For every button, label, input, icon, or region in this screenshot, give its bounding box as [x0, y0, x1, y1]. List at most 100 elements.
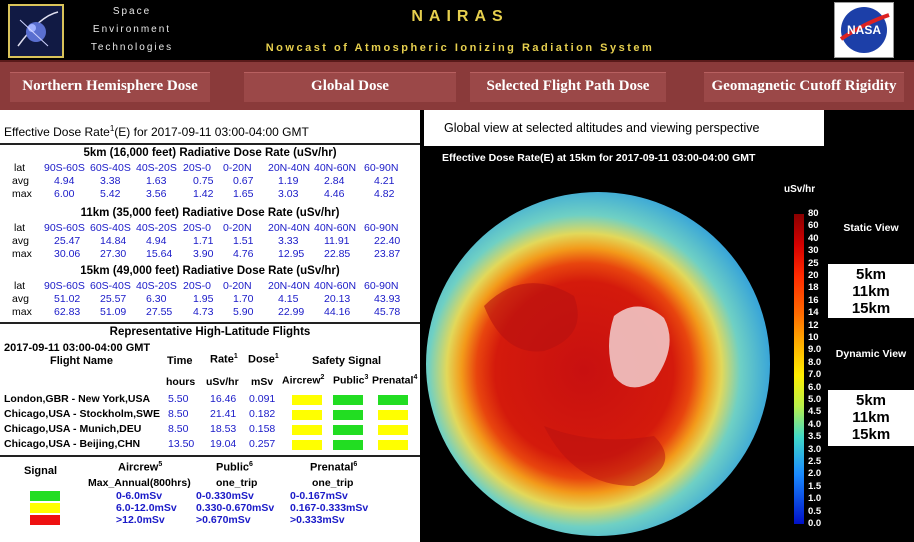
row-label-max: max	[12, 306, 32, 318]
max-value: 4.76	[233, 248, 254, 260]
safety-signal-green	[333, 410, 363, 420]
max-value: 4.82	[374, 188, 395, 200]
col-safety-signal: Safety Signal	[312, 355, 382, 367]
divider	[0, 455, 420, 457]
avg-value: 1.51	[233, 235, 254, 247]
max-value: 22.99	[278, 306, 305, 318]
lat-band-header: 20N-40N	[268, 222, 311, 234]
dynamic-5km-link[interactable]: 5km	[855, 392, 887, 409]
flight-dose: 0.158	[249, 423, 276, 435]
tab-northern-hemisphere-dose[interactable]: Northern Hemisphere Dose	[10, 72, 210, 102]
flight-name[interactable]: Chicago,USA - Beijing,CHN	[4, 438, 141, 450]
colorbar-tick: 1.5	[808, 480, 822, 492]
static-11km-link[interactable]: 11km	[852, 283, 890, 300]
flight-name[interactable]: Chicago,USA - Stockholm,SWE	[4, 408, 160, 420]
sub-aircrew: Aircrew2	[282, 374, 325, 387]
row-label-lat: lat	[14, 280, 26, 292]
tab-geomagnetic-cutoff-rigidity[interactable]: Geomagnetic Cutoff Rigidity	[704, 72, 904, 102]
sub-prenatal: Prenatal4	[372, 374, 418, 387]
col-time: Time	[167, 355, 193, 367]
colorbar	[794, 214, 804, 524]
flight-rate: 16.46	[210, 393, 237, 405]
colorbar-tick: 0.0	[808, 518, 822, 529]
altitude-block-title: 5km (16,000 feet) Radiative Dose Rate (u…	[83, 147, 337, 159]
globe-sphere	[426, 192, 770, 536]
max-value: 4.46	[324, 188, 345, 200]
landmass	[544, 426, 666, 486]
legend-prenatal-range: 0.167-0.333mSv	[290, 502, 369, 514]
lat-band-header: 20S-0	[183, 222, 212, 234]
tab-global-dose[interactable]: Global Dose	[244, 72, 456, 102]
avg-value: 51.02	[54, 293, 81, 305]
flight-name[interactable]: Chicago,USA - Munich,DEU	[4, 423, 142, 435]
max-value: 15.64	[146, 248, 173, 260]
max-value: 4.73	[193, 306, 214, 318]
globe-view-panel: Global view at selected altitudes and vi…	[424, 110, 824, 542]
legend-signal-header: Signal	[24, 465, 58, 477]
avg-value: 43.93	[374, 293, 401, 305]
colorbar-tick: 80	[808, 208, 819, 219]
colorbar-tick: 3.5	[808, 431, 822, 443]
dynamic-11km-link[interactable]: 11km	[852, 409, 890, 426]
lat-band-header: 40N-60N	[314, 162, 357, 174]
max-value: 5.90	[233, 306, 254, 318]
max-value: 27.55	[146, 306, 173, 318]
static-5km-link[interactable]: 5km	[855, 266, 887, 283]
flights-datetime: 2017-09-11 03:00-04:00 GMT	[4, 342, 151, 354]
unit-rate: uSv/hr	[206, 376, 239, 388]
dynamic-15km-link[interactable]: 15km	[851, 426, 891, 443]
flight-name[interactable]: London,GBR - New York,USA	[4, 393, 151, 405]
flight-time: 13.50	[168, 438, 195, 450]
colorbar-tick: 5.0	[808, 394, 822, 405]
max-value: 51.09	[100, 306, 127, 318]
legend-public-range: 0.330-0.670mSv	[196, 502, 275, 514]
colorbar-unit: uSv/hr	[784, 184, 816, 195]
lat-band-header: 60S-40S	[90, 222, 131, 234]
max-value: 3.03	[278, 188, 299, 200]
dose-table-panel: Effective Dose Rate1(E) for 2017-09-11 0…	[0, 110, 420, 542]
flight-dose: 0.182	[249, 408, 276, 420]
safety-signal-green	[333, 395, 363, 405]
avg-value: 0.75	[193, 175, 214, 187]
nasa-logo-text: NASA	[847, 23, 881, 37]
plot-title: Effective Dose Rate(E) at 15km for 2017-…	[442, 152, 756, 164]
safety-signal-yellow	[378, 425, 408, 435]
row-label-max: max	[12, 248, 32, 260]
colorbar-tick: 0.5	[808, 505, 822, 517]
safety-signal-green	[333, 440, 363, 450]
avg-value: 22.40	[374, 235, 401, 247]
avg-value: 1.71	[193, 235, 214, 247]
lat-band-header: 0-20N	[223, 222, 252, 234]
lat-band-header: 60-90N	[364, 222, 399, 234]
avg-value: 14.84	[100, 235, 127, 247]
avg-value: 2.84	[324, 175, 345, 187]
globe-map[interactable]	[424, 146, 824, 542]
satellite-logo-icon[interactable]	[8, 4, 64, 58]
static-15km-link[interactable]: 15km	[851, 300, 891, 317]
flight-dose: 0.091	[249, 393, 276, 405]
max-value: 3.56	[146, 188, 167, 200]
avg-value: 1.70	[233, 293, 254, 305]
safety-signal-yellow	[292, 440, 322, 450]
max-value: 3.90	[193, 248, 214, 260]
app-title: NAIRAS	[411, 8, 509, 25]
effective-dose-title: Effective Dose Rate1(E) for 2017-09-11 0…	[4, 124, 309, 139]
flight-rate: 19.04	[210, 438, 237, 450]
app-subtitle: Nowcast of Atmospheric Ionizing Radiatio…	[265, 42, 655, 54]
max-value: 27.30	[100, 248, 127, 260]
tab-selected-flight-path-dose[interactable]: Selected Flight Path Dose	[470, 72, 666, 102]
colorbar-tick: 2.0	[808, 468, 822, 480]
legend-swatch-red	[30, 515, 60, 525]
flight-rate: 21.41	[210, 408, 237, 420]
legend-aircrew-sub: Max_Annual(800hrs)	[88, 477, 191, 489]
lat-band-header: 20N-40N	[268, 280, 311, 292]
static-altitude-list: 5km 11km 15km	[828, 264, 914, 318]
lat-band-header: 0-20N	[223, 162, 252, 174]
unit-dose: mSv	[251, 376, 274, 388]
lat-band-header: 60S-40S	[90, 280, 131, 292]
company-line-3: Technologies	[90, 42, 174, 53]
nasa-logo-icon[interactable]: NASA	[834, 2, 894, 58]
colorbar-tick: 10	[808, 332, 819, 343]
lat-band-header: 90S-60S	[44, 280, 85, 292]
legend-swatch-yellow	[30, 503, 60, 513]
